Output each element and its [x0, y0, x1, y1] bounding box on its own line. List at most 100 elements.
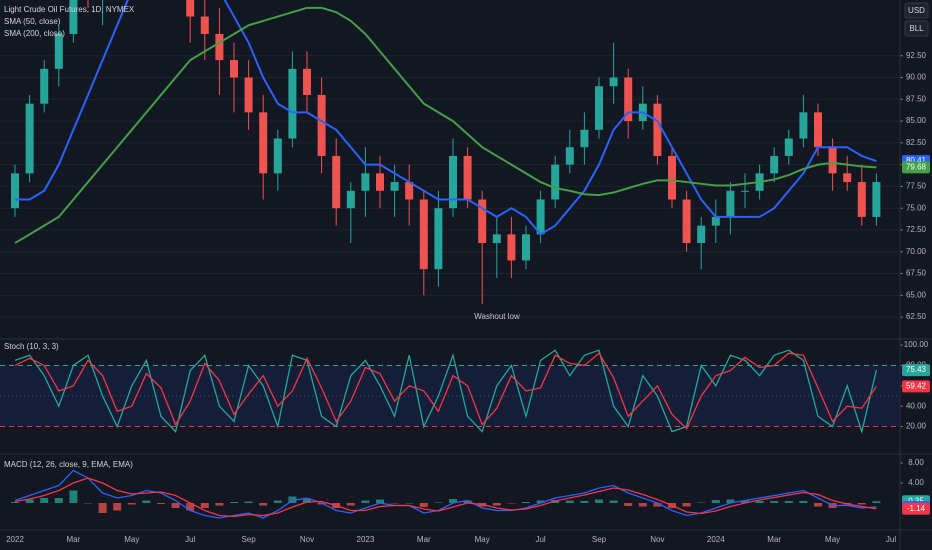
histogram-bar: [376, 499, 384, 503]
histogram-bar: [317, 503, 326, 505]
x-tick-label: 2023: [357, 535, 375, 544]
histogram-bar: [142, 500, 151, 503]
candle-body: [492, 234, 501, 244]
candle-body: [784, 138, 793, 156]
x-tick-label: Sep: [592, 535, 607, 544]
histogram-bar: [186, 503, 195, 511]
histogram-bar: [69, 490, 78, 503]
histogram-bar: [346, 503, 355, 506]
candle-body: [25, 103, 34, 174]
x-tick-label: May: [475, 535, 490, 544]
histogram-bar: [784, 501, 793, 503]
price-label-box: [902, 364, 930, 377]
candle-body: [215, 33, 224, 61]
pane-title: Stoch (10, 3, 3): [4, 342, 59, 351]
candle-body: [186, 0, 195, 17]
price-pane: [0, 0, 900, 318]
candle-body: [536, 199, 545, 235]
candle-body: [770, 155, 779, 174]
candle-body: [872, 182, 881, 217]
price-label-box: [902, 161, 930, 174]
candle-body: [259, 112, 268, 174]
series-line: [14, 349, 878, 435]
candle-body: [668, 155, 676, 200]
histogram-bar: [54, 498, 63, 503]
candle-body: [595, 86, 603, 130]
candle-body: [244, 77, 253, 113]
x-tick-label: 2022: [6, 535, 24, 544]
histogram-bar: [741, 500, 749, 503]
pane-title: MACD (12, 26, close, 9, EMA, EMA): [4, 460, 133, 469]
histogram-bar: [259, 503, 268, 506]
candle-body: [332, 155, 341, 209]
candle-body: [11, 173, 19, 209]
price-label: 0.35: [908, 496, 924, 505]
candle-body: [580, 129, 589, 148]
candle-body: [54, 33, 63, 69]
histogram-bar: [405, 503, 414, 504]
y-tick-label: 8.00: [908, 458, 924, 467]
histogram-bar: [799, 501, 808, 503]
histogram-bar: [230, 502, 238, 503]
histogram-bar: [157, 503, 165, 504]
histogram-bar: [638, 503, 647, 507]
candle-body: [478, 199, 487, 244]
histogram-bar: [653, 503, 662, 507]
histogram-bar: [595, 499, 603, 503]
price-label: 75.43: [906, 365, 927, 374]
y-tick-label: 90.00: [906, 73, 927, 82]
histogram-bar: [98, 503, 107, 513]
candle-body: [741, 190, 749, 192]
x-tick-label: 2024: [707, 535, 725, 544]
y-tick-label: 4.00: [908, 478, 924, 487]
histogram-bar: [507, 503, 516, 504]
x-tick-label: May: [825, 535, 840, 544]
candle-body: [653, 103, 662, 156]
y-tick-label: 70.00: [906, 247, 927, 256]
histogram-bar: [609, 500, 618, 503]
unit-box[interactable]: [904, 20, 929, 37]
candle-body: [799, 112, 808, 139]
candle-body: [843, 173, 852, 183]
histogram-bar: [770, 501, 779, 503]
currency[interactable]: USD: [908, 6, 925, 15]
histogram-bar: [215, 503, 224, 506]
candle-body: [288, 68, 297, 139]
series-line: [14, 6, 877, 244]
unit[interactable]: BLL: [909, 24, 924, 33]
candle-body: [507, 234, 516, 261]
histogram-bar: [449, 499, 457, 503]
candle-body: [200, 16, 209, 34]
histogram-bar: [244, 501, 253, 503]
price-label: -1.14: [907, 504, 926, 513]
y-tick-label: 67.50: [906, 269, 927, 278]
series-line: [15, 0, 877, 236]
candle-body: [376, 173, 384, 191]
candle-body: [273, 138, 282, 174]
candle-body: [828, 147, 837, 174]
y-tick-label: 62.50: [906, 312, 927, 321]
candle-body: [303, 68, 311, 95]
currency-box[interactable]: [904, 2, 929, 19]
y-tick-label: 72.50: [906, 225, 927, 234]
histogram-bar: [697, 502, 706, 503]
y-tick-label: 92.50: [906, 51, 927, 60]
histogram-bar: [273, 500, 282, 503]
candle-body: [697, 225, 706, 244]
x-tick-label: Nov: [300, 535, 314, 544]
candle-body: [624, 77, 633, 122]
histogram-bar: [711, 500, 720, 503]
histogram-bar: [536, 500, 545, 503]
histogram-bar: [303, 499, 311, 503]
x-tick-label: Mar: [417, 535, 431, 544]
histogram-bar: [755, 501, 764, 503]
histogram-bar: [171, 503, 180, 508]
candle-body: [814, 112, 822, 148]
candle-body: [449, 155, 457, 209]
histogram-bar: [726, 499, 735, 503]
y-tick-label: 65.00: [906, 290, 927, 299]
legend-entry: SMA (50, close): [4, 17, 61, 26]
x-tick-label: Jul: [886, 535, 896, 544]
histogram-bar: [200, 503, 209, 508]
series-line: [14, 352, 877, 430]
